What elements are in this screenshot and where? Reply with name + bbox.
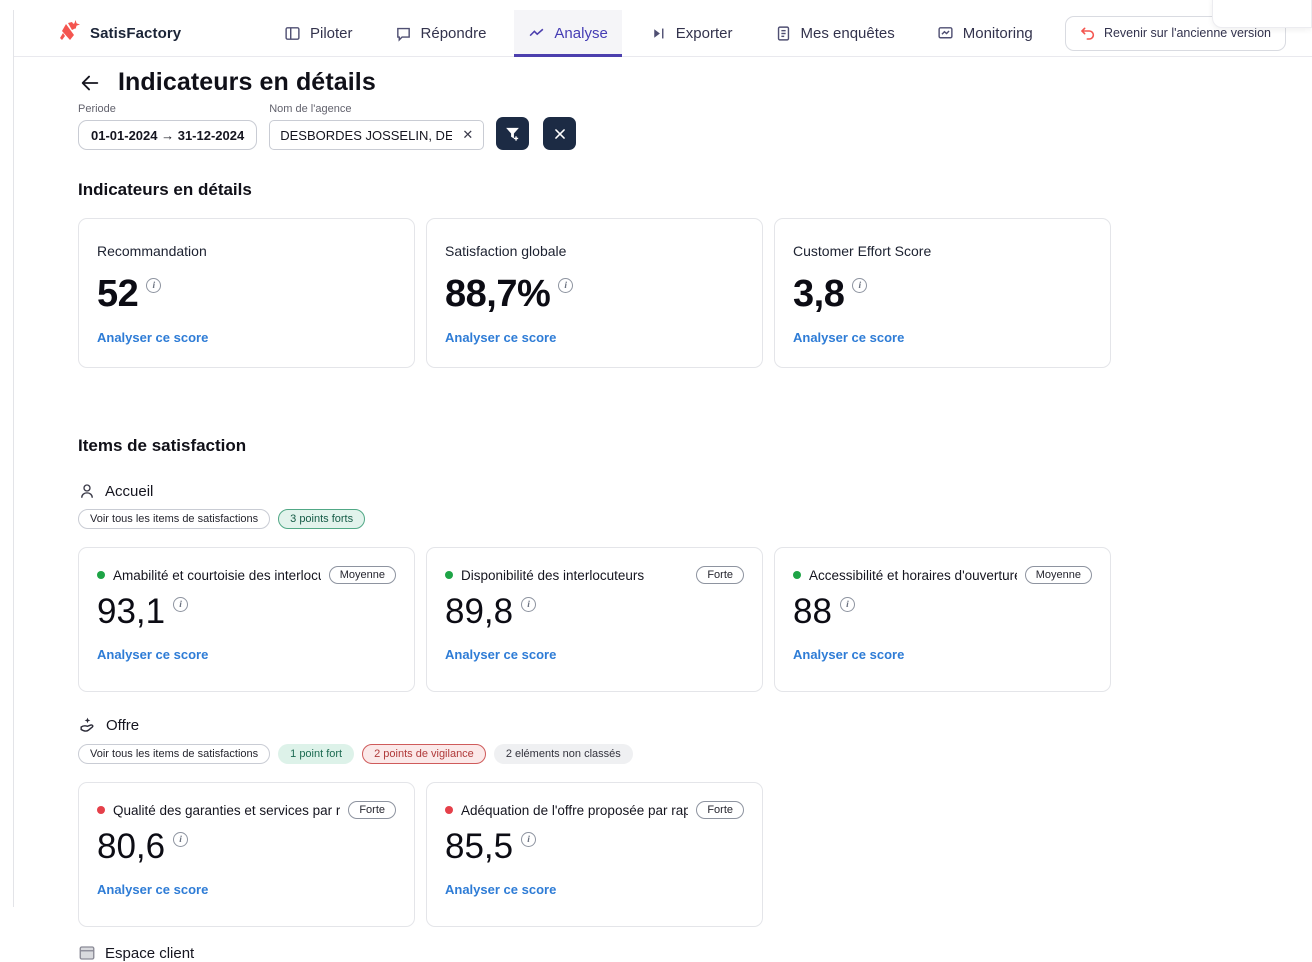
group-offre: Offre Voir tous les items de satisfactio…: [78, 716, 1111, 927]
item-score: 85,5: [445, 827, 514, 866]
analyse-score-link[interactable]: Analyser ce score: [793, 330, 905, 345]
browser-icon: [79, 946, 95, 960]
nav-piloter[interactable]: Piloter: [270, 10, 367, 56]
kpi-value: 3,8: [793, 273, 845, 315]
vigilance-dot-icon: [445, 806, 453, 814]
group-accueil: Accueil Voir tous les items de satisfact…: [78, 482, 1111, 692]
nav-analyse[interactable]: Analyse: [514, 10, 623, 57]
analyse-score-link[interactable]: Analyser ce score: [97, 330, 209, 345]
importance-badge: Moyenne: [328, 566, 396, 584]
accueil-pills: Voir tous les items de satisfactions 3 p…: [78, 509, 1111, 529]
importance-badge: Forte: [696, 566, 744, 584]
items-section-title: Items de satisfaction: [78, 436, 247, 455]
analyse-score-link[interactable]: Analyser ce score: [445, 330, 557, 345]
see-all-items-pill[interactable]: Voir tous les items de satisfactions: [78, 744, 271, 764]
survey-icon: [777, 25, 789, 41]
see-all-items-pill[interactable]: Voir tous les items de satisfactions: [78, 509, 271, 529]
item-score: 80,6: [97, 827, 166, 866]
clear-agence-icon[interactable]: ✕: [462, 127, 474, 142]
importance-badge: Forte: [348, 801, 396, 819]
nav-mes-enquetes[interactable]: Mes enquêtes: [761, 10, 909, 56]
page-title: Indicateurs en détails: [118, 68, 376, 96]
info-icon[interactable]: i: [173, 832, 189, 847]
points-forts-pill[interactable]: 3 points forts: [278, 509, 366, 529]
brand-name: SatisFactory: [90, 24, 182, 42]
monitor-icon: [938, 26, 953, 38]
clear-filters-button[interactable]: [543, 117, 577, 150]
offre-cards: Qualité des garanties et services par ra…: [78, 782, 1111, 927]
importance-badge: Forte: [696, 801, 744, 819]
item-score: 88: [793, 592, 832, 631]
group-name: Espace client: [105, 944, 195, 962]
kpi-card-recommandation: Recommandation 52 i Analyser ce score: [78, 218, 415, 368]
positive-dot-icon: [97, 571, 105, 579]
brand[interactable]: SatisFactory: [55, 18, 270, 49]
item-card: Adéquation de l'offre proposée par rapp.…: [426, 782, 763, 927]
arrow-left-icon: [81, 75, 99, 90]
point-fort-pill[interactable]: 1 point fort: [278, 744, 355, 764]
info-icon[interactable]: i: [558, 278, 574, 293]
item-card: Disponibilité des interlocuteurs Forte 8…: [426, 547, 763, 692]
main-menu: Piloter Répondre Analyse Exporter Mes en…: [270, 10, 1047, 57]
non-classes-pill[interactable]: 2 eléments non classés: [493, 744, 633, 764]
importance-badge: Moyenne: [1024, 566, 1092, 584]
info-icon[interactable]: i: [839, 597, 855, 612]
offre-pills: Voir tous les items de satisfactions 1 p…: [78, 744, 1111, 764]
person-icon: [81, 484, 93, 498]
group-name: Offre: [106, 717, 140, 734]
analyse-score-link[interactable]: Analyser ce score: [445, 882, 557, 897]
info-icon[interactable]: i: [521, 832, 537, 847]
nav-exporter[interactable]: Exporter: [636, 10, 747, 56]
agence-filter-chip[interactable]: DESBORDES JOSSELIN, DESBOR... ✕: [269, 120, 485, 150]
filter-bar: Periode 01-01-2024 → 31-12-2024 Nom de l…: [78, 103, 1111, 150]
filter-plus-icon: [506, 127, 520, 141]
export-icon: [654, 28, 664, 38]
undo-icon: [1081, 27, 1095, 40]
info-icon[interactable]: i: [521, 597, 537, 612]
nav-repondre[interactable]: Répondre: [381, 10, 501, 56]
dashboard-icon: [285, 26, 300, 40]
kpi-value: 88,7%: [445, 273, 551, 315]
info-icon[interactable]: i: [146, 278, 162, 293]
points-vigilance-pill[interactable]: 2 points de vigilance: [362, 744, 486, 764]
analyse-score-link[interactable]: Analyser ce score: [97, 647, 209, 662]
analyse-score-link[interactable]: Analyser ce score: [793, 647, 905, 662]
positive-dot-icon: [793, 571, 801, 579]
main-content: Indicateurs en détails Periode 01-01-202…: [78, 57, 1111, 962]
close-icon: [554, 128, 565, 139]
offer-hand-icon: [80, 717, 94, 732]
periode-filter-chip[interactable]: 01-01-2024 → 31-12-2024: [78, 120, 258, 150]
accueil-cards: Amabilité et courtoisie des interlocut..…: [78, 547, 1111, 692]
item-card: Amabilité et courtoisie des interlocut..…: [78, 547, 415, 692]
positive-dot-icon: [445, 571, 453, 579]
trend-icon: [529, 28, 544, 36]
kpi-cards: Recommandation 52 i Analyser ce score Sa…: [78, 218, 1111, 368]
kpi-section-title: Indicateurs en détails: [78, 180, 252, 199]
group-espace-client: Espace client: [78, 944, 1111, 962]
kpi-card-ces: Customer Effort Score 3,8 i Analyser ce …: [774, 218, 1111, 368]
vigilance-dot-icon: [97, 806, 105, 814]
back-button[interactable]: [78, 71, 102, 95]
item-score: 93,1: [97, 592, 166, 631]
satisfactory-logo-icon: [55, 18, 81, 49]
info-icon[interactable]: i: [173, 597, 189, 612]
info-icon[interactable]: i: [852, 278, 868, 293]
frame-divider: [13, 10, 14, 907]
kpi-value: 52: [97, 273, 139, 315]
corner-popup: [1212, 0, 1312, 28]
kpi-card-satisfaction: Satisfaction globale 88,7% i Analyser ce…: [426, 218, 763, 368]
agence-label: Nom de l'agence: [269, 103, 352, 115]
chat-icon: [396, 27, 410, 42]
top-navigation: SatisFactory Piloter Répondre Analyse Ex…: [14, 0, 1312, 57]
item-card: Qualité des garanties et services par ra…: [78, 782, 415, 927]
analyse-score-link[interactable]: Analyser ce score: [445, 647, 557, 662]
periode-label: Periode: [78, 103, 116, 115]
add-filter-button[interactable]: [496, 117, 530, 150]
item-card: Accessibilité et horaires d'ouverture Mo…: [774, 547, 1111, 692]
group-name: Accueil: [105, 482, 154, 500]
analyse-score-link[interactable]: Analyser ce score: [97, 882, 209, 897]
item-score: 89,8: [445, 592, 514, 631]
nav-monitoring[interactable]: Monitoring: [923, 10, 1047, 56]
